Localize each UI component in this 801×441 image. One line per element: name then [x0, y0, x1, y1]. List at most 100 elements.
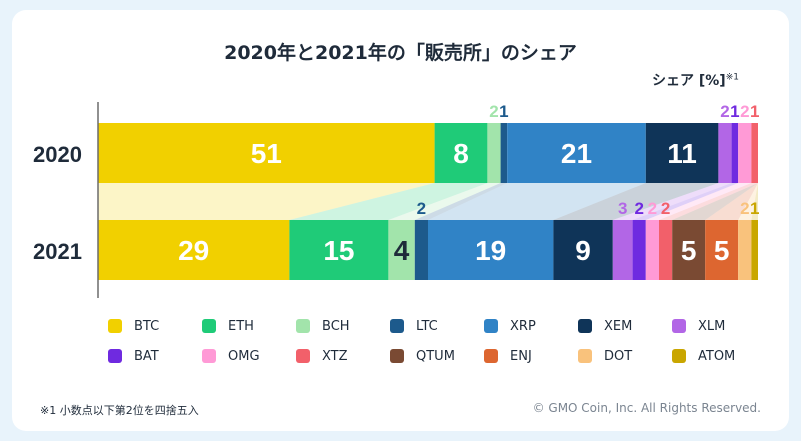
bar-2021-xem: [553, 220, 613, 280]
bar-2021-bch: [388, 220, 415, 280]
bar-2020-xrp: [507, 123, 646, 183]
unit-label-text: シェア [%]: [652, 73, 726, 89]
legend-label: ETH: [228, 318, 254, 334]
chart-title: 2020年と2021年の「販売所」のシェア: [224, 42, 577, 64]
data-label-2021-xtz: 2: [661, 199, 670, 218]
data-label-2021-ltc: 2: [417, 199, 426, 218]
connector-omg: [645, 183, 752, 220]
data-label-2020-xrp: 21: [561, 138, 592, 169]
legend-swatch: [296, 319, 310, 333]
data-label-2021-bat: 2: [634, 199, 643, 218]
connector-xtz: [659, 183, 758, 220]
data-label-2021-bch: 4: [394, 235, 410, 266]
legend-item-omg: OMG: [202, 346, 296, 366]
legend-item-bch: BCH: [296, 316, 390, 336]
bar-2021-xtz: [659, 220, 673, 280]
connector-bat: [632, 183, 739, 220]
data-label-2020-bch: 2: [489, 102, 498, 121]
legend-item-atom: ATOM: [672, 346, 766, 366]
category-label-2020: 2020: [33, 142, 82, 167]
legend-swatch: [578, 349, 592, 363]
bar-2021-xlm: [612, 220, 633, 280]
footnote: ※1 小数点以下第2位を四捨五入: [40, 404, 199, 417]
legend-item-eth: ETH: [202, 316, 296, 336]
data-label-2020-xlm: 2: [720, 102, 729, 121]
legend-item-bat: BAT: [108, 346, 202, 366]
legend-swatch: [296, 349, 310, 363]
legend-label: BTC: [134, 318, 160, 334]
bar-2020-eth: [434, 123, 488, 183]
connector-bch: [388, 183, 501, 220]
legend-label: ATOM: [698, 348, 736, 364]
legend-label: ENJ: [510, 348, 532, 364]
data-label-2020-ltc: 1: [499, 102, 508, 121]
bar-2020-ltc: [500, 123, 508, 183]
legend-label: BAT: [134, 348, 159, 364]
bar-2020-xem: [645, 123, 719, 183]
unit-label: シェア [%]※1: [652, 70, 739, 90]
data-label-2021-eth: 15: [323, 235, 354, 266]
bar-2020-bch: [487, 123, 501, 183]
data-label-2021-atom: 1: [750, 199, 759, 218]
bar-2021-eth: [289, 220, 389, 280]
bar-2020-xlm: [718, 123, 732, 183]
legend-item-xem: XEM: [578, 316, 672, 336]
legend-item-xtz: XTZ: [296, 346, 390, 366]
legend-swatch: [202, 319, 216, 333]
connector-xem: [553, 183, 719, 220]
data-label-2021-xrp: 19: [475, 235, 506, 266]
connector-dot: [738, 183, 758, 220]
bar-2021-enj: [705, 220, 739, 280]
bar-2021-omg: [645, 220, 659, 280]
bar-2021-ltc: [414, 220, 428, 280]
legend-swatch: [578, 319, 592, 333]
legend-label: LTC: [416, 318, 438, 334]
data-label-2021-btc: 29: [178, 235, 209, 266]
data-label-2020-bat: 1: [730, 102, 739, 121]
legend-label: OMG: [228, 348, 260, 364]
legend-swatch: [484, 349, 498, 363]
legend-label: XTZ: [322, 348, 348, 364]
legend-swatch: [390, 319, 404, 333]
legend-swatch: [390, 349, 404, 363]
legend-label: DOT: [604, 348, 633, 364]
bar-2021-bat: [632, 220, 646, 280]
legend-item-dot: DOT: [578, 346, 672, 366]
data-label-2020-omg: 2: [740, 102, 749, 121]
legend-swatch: [108, 319, 122, 333]
bar-2020-omg: [738, 123, 752, 183]
legend-label: XLM: [698, 318, 726, 334]
legend-label: QTUM: [416, 348, 455, 364]
bar-2020-bat: [731, 123, 739, 183]
connector-btc: [98, 183, 435, 220]
data-label-2020-eth: 8: [453, 138, 469, 169]
data-label-2021-qtum: 5: [681, 235, 697, 266]
bar-2020-xtz: [751, 123, 758, 183]
connector-ltc: [414, 183, 508, 220]
legend-swatch: [672, 319, 686, 333]
unit-note: ※1: [725, 72, 739, 83]
legend-swatch: [484, 319, 498, 333]
connector-enj: [705, 183, 758, 220]
legend-swatch: [202, 349, 216, 363]
legend-label: BCH: [322, 318, 350, 334]
legend-swatch: [108, 349, 122, 363]
legend-label: XRP: [510, 318, 536, 334]
legend-item-ltc: LTC: [390, 316, 484, 336]
bar-2021-xrp: [428, 220, 554, 280]
category-label-2021: 2021: [33, 239, 82, 264]
data-label-2021-omg: 2: [648, 199, 657, 218]
bar-2021-btc: [98, 220, 290, 280]
data-label-2020-xtz: 1: [750, 102, 759, 121]
bar-2021-qtum: [672, 220, 706, 280]
legend-item-xrp: XRP: [484, 316, 578, 336]
connector-xlm: [612, 183, 732, 220]
bar-2020-btc: [98, 123, 435, 183]
bar-2021-atom: [751, 220, 758, 280]
data-label-2021-xlm: 3: [618, 199, 627, 218]
copyright: © GMO Coin, Inc. All Rights Reserved.: [532, 401, 761, 415]
data-label-2021-xem: 9: [575, 235, 591, 266]
legend-swatch: [672, 349, 686, 363]
legend-item-enj: ENJ: [484, 346, 578, 366]
